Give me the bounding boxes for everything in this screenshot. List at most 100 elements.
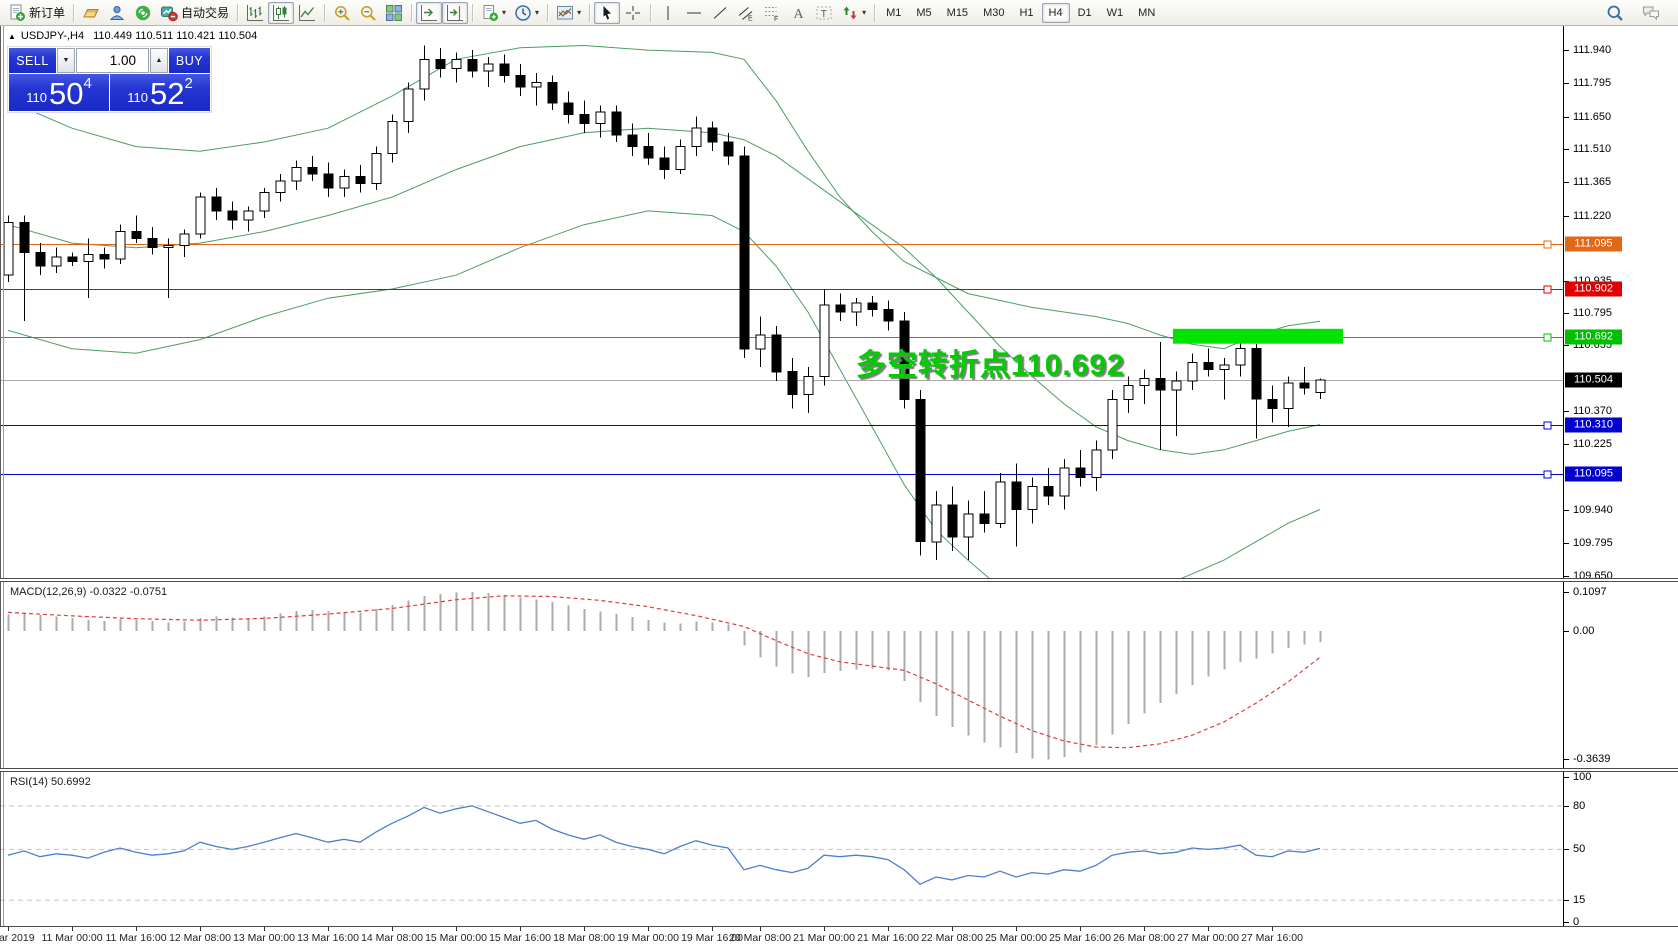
zoom-out-button[interactable] [355,2,381,24]
dropdown-caret-icon[interactable]: ▾ [862,8,867,17]
symbol-period-label: USDJPY-,H4 [20,30,85,42]
trendline-button[interactable] [707,2,733,24]
new-order-label: 新订单 [29,6,66,20]
hline-handle[interactable] [1543,470,1552,479]
price-level-badge: 110.692 [1565,329,1622,345]
time-axis-label: 19 Mar 00:00 [617,932,679,944]
line-chart-icon [298,4,316,22]
timeframe-mn-button[interactable]: MN [1131,3,1162,23]
toolbar-buttons: 新订单 自动交易 ▾ ▾ ▾ E F A T ▾ [4,1,879,24]
price-axis[interactable]: 111.940 111.795 111.650 111.510 111.365 111.2… [1564,26,1678,928]
community-chat-button[interactable] [1638,2,1664,24]
chart-annotation-text[interactable]: 多空转折点110.692 [856,349,1125,382]
new-order-button[interactable]: 新订单 [4,2,69,24]
buy-price-pipette: 2 [184,75,193,92]
rectangle-object[interactable] [1173,328,1343,344]
time-axis-tick [328,927,329,931]
buy-button[interactable]: BUY [169,48,210,73]
macd-histogram [7,591,1322,760]
hline-icon [685,4,703,22]
rsi-chart-svg[interactable] [0,772,1563,926]
arrows-icon [841,4,859,22]
time-axis-label: 26 Mar 08:00 [1113,932,1175,944]
hline-handle[interactable] [1543,333,1552,342]
candlestick-mode-button[interactable] [268,1,295,24]
pane-divider[interactable] [0,768,1678,772]
tile-windows-button[interactable] [381,2,407,24]
sell-price-display[interactable]: 110 50 4 [9,74,109,111]
axis-tick-label: 109.940 [1573,504,1613,516]
buy-price-display[interactable]: 110 52 2 [110,74,210,111]
rsi-pane[interactable] [0,772,1563,926]
volume-input[interactable] [76,48,149,73]
auto-trading-button[interactable]: 自动交易 [156,2,233,24]
axis-tick-label: 50 [1573,843,1586,855]
time-axis-tick [584,927,585,931]
indicators-icon [556,4,574,22]
line-chart-mode-button[interactable] [294,2,320,24]
dropdown-caret-icon[interactable]: ▾ [502,8,507,17]
price-pane[interactable] [0,26,1563,578]
hline-handle[interactable] [1543,421,1552,430]
timeframe-h4-button[interactable]: H4 [1041,2,1070,23]
macd-chart-svg[interactable] [0,582,1563,768]
profiles-button[interactable] [78,2,104,24]
hline-handle[interactable] [1543,240,1552,249]
new-template-button[interactable]: ▾ [477,2,510,24]
chart-shift-button[interactable] [442,1,469,24]
cursor-button[interactable] [594,1,621,24]
dropdown-caret-icon[interactable]: ▾ [535,8,540,17]
timeframe-m5-button[interactable]: M5 [909,3,938,23]
fibonacci-button[interactable]: F [759,2,785,24]
pane-divider[interactable] [0,578,1678,582]
text-label-button[interactable]: T [811,2,837,24]
bar-chart-mode-button[interactable] [242,2,268,24]
text-button[interactable]: A [785,2,811,24]
axis-tick [1564,50,1569,51]
equidistant-channel-button[interactable]: E [733,2,759,24]
axis-tick [1564,117,1569,118]
candlestick-icon [272,4,290,22]
auto-scroll-button[interactable] [416,1,443,24]
autotrade-icon [160,4,178,22]
timeframe-m1-button[interactable]: M1 [879,3,908,23]
horizontal-line-button[interactable] [681,2,707,24]
signals-button[interactable] [130,2,156,24]
periods-button[interactable]: ▾ [510,2,543,24]
time-axis-tick [1016,927,1017,931]
chat-icon [1642,4,1660,22]
vertical-line-button[interactable] [655,2,681,24]
volume-decrease-button[interactable]: ▼ [57,48,75,73]
period-icon [514,4,532,22]
timeframe-d1-button[interactable]: D1 [1071,3,1099,23]
sell-button[interactable]: SELL [9,48,56,73]
buy-price-hundreds: 110 [127,90,148,105]
experts-button[interactable] [104,2,130,24]
dropdown-caret-icon[interactable]: ▾ [577,8,582,17]
crosshair-button[interactable] [620,2,646,24]
time-axis-label: 11 Mar 00:00 [41,932,103,944]
hline-handle[interactable] [1543,285,1552,294]
timeframe-m30-button[interactable]: M30 [976,3,1011,23]
time-axis-tick [8,927,9,931]
timeframe-m15-button[interactable]: M15 [940,3,975,23]
toolbar-separator [874,3,876,22]
time-axis-tick [392,927,393,931]
collapse-triangle-icon[interactable]: ▲ [8,31,16,41]
arrows-button[interactable]: ▾ [837,2,870,24]
macd-pane[interactable] [0,582,1563,768]
trendline-icon [711,4,729,22]
axis-tick [1564,900,1569,901]
time-axis-label: 14 Mar 08:00 [361,932,423,944]
volume-increase-button[interactable]: ▲ [150,48,168,73]
price-chart-svg[interactable] [0,26,1563,578]
search-button[interactable] [1602,2,1628,24]
time-axis-label: 20 Mar 08:00 [729,932,791,944]
toolbar-right-icons [1602,2,1674,24]
timeframe-h1-button[interactable]: H1 [1012,3,1040,23]
time-axis-tick [760,927,761,931]
timeframe-w1-button[interactable]: W1 [1100,3,1131,23]
zoom-in-button[interactable] [329,2,355,24]
indicators-button[interactable]: ▾ [552,2,585,24]
